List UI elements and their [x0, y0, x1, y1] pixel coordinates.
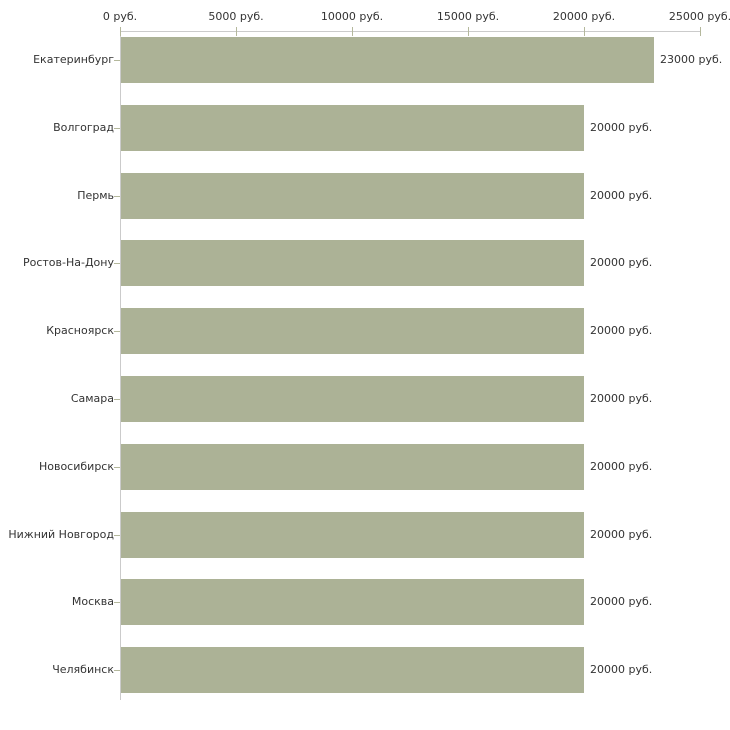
x-axis-tick-mark	[468, 27, 469, 36]
x-axis-tick-mark	[236, 27, 237, 36]
value-label: 20000 руб.	[590, 392, 653, 405]
x-axis-tick-mark	[352, 27, 353, 36]
bar	[121, 511, 584, 558]
bar	[121, 443, 584, 490]
bar	[121, 647, 584, 694]
x-axis-tick-mark	[120, 27, 121, 36]
bar	[121, 579, 584, 626]
bar	[121, 376, 584, 422]
x-axis-line	[120, 31, 701, 32]
category-tick-mark	[114, 331, 120, 333]
category-tick-mark	[114, 60, 120, 61]
category-label: Екатеринбург	[33, 53, 114, 66]
value-label: 20000 руб.	[590, 459, 653, 473]
category-label: Красноярск	[46, 324, 114, 338]
bar	[121, 104, 584, 151]
category-label: Челябинск	[52, 663, 114, 677]
bar	[121, 172, 584, 219]
x-axis-tick-label: 10000 руб.	[320, 10, 384, 23]
category-label: Нижний Новгород	[8, 527, 114, 541]
y-axis-line	[120, 31, 121, 700]
value-label: 20000 руб.	[590, 663, 653, 677]
value-label: 20000 руб.	[590, 527, 653, 541]
bar	[121, 37, 654, 83]
value-label: 20000 руб.	[590, 256, 653, 270]
category-tick-mark	[114, 127, 120, 129]
category-tick-mark	[114, 195, 120, 197]
x-axis-tick-label: 25000 руб.	[668, 10, 730, 23]
category-tick-mark	[114, 602, 120, 604]
value-label: 23000 руб.	[660, 53, 723, 66]
value-label: 20000 руб.	[590, 324, 653, 338]
category-tick-mark	[114, 534, 120, 536]
category-tick-mark	[114, 399, 120, 400]
value-label: 20000 руб.	[590, 188, 653, 202]
category-label: Новосибирск	[38, 459, 114, 473]
value-label: 20000 руб.	[590, 120, 653, 134]
bar	[121, 308, 584, 355]
category-tick-mark	[114, 670, 120, 672]
x-axis-tick-label: 15000 руб.	[436, 10, 500, 23]
category-label: Волгоград	[53, 120, 114, 134]
x-axis-tick-mark	[584, 27, 585, 36]
x-axis-tick-mark	[700, 27, 701, 36]
bar	[121, 240, 584, 287]
category-label: Самара	[70, 392, 114, 405]
x-axis-tick-label: 0 руб.	[102, 10, 138, 23]
category-tick-mark	[114, 466, 120, 468]
category-label: Пермь	[77, 188, 114, 202]
category-label: Ростов-На-Дону	[22, 256, 114, 270]
category-label: Москва	[71, 595, 114, 609]
category-tick-mark	[114, 263, 120, 265]
value-label: 20000 руб.	[590, 595, 653, 609]
x-axis-tick-label: 5000 руб.	[208, 10, 264, 23]
x-axis-tick-label: 20000 руб.	[552, 10, 616, 23]
